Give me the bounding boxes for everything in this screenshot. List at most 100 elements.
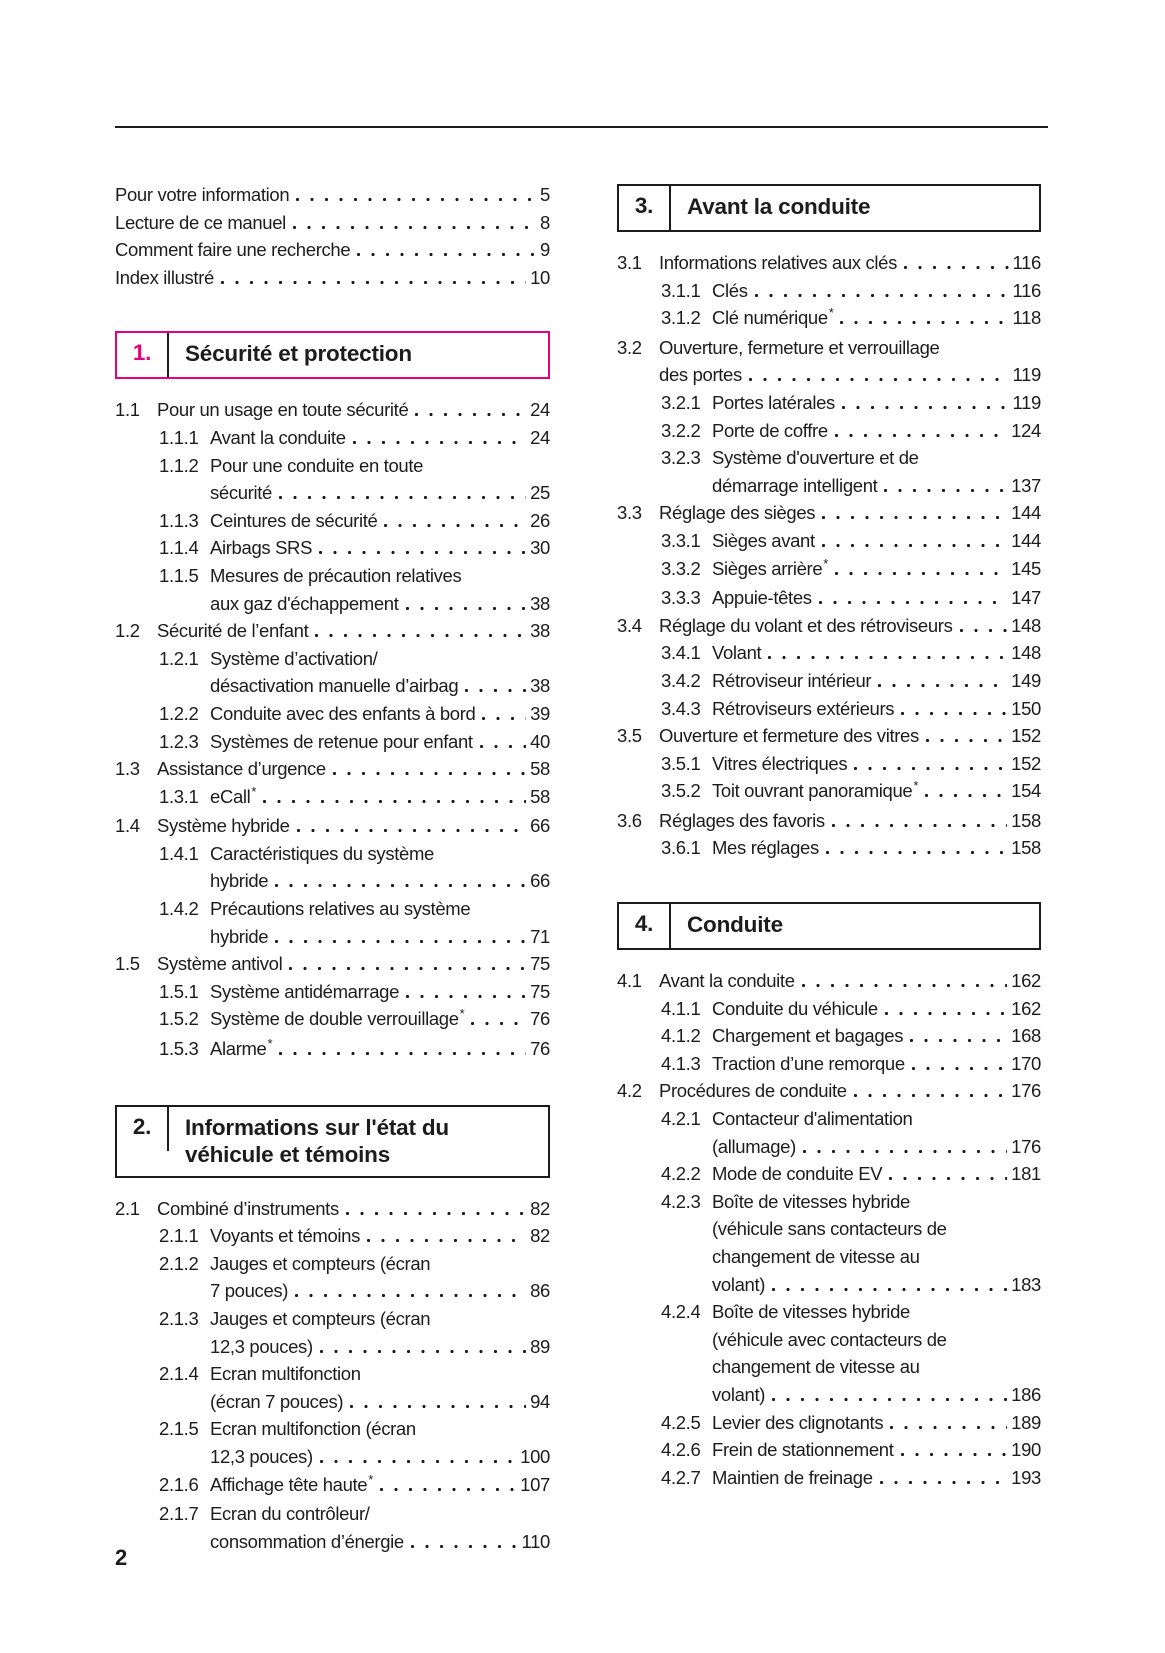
toc-entry-page-number: 144 [1011, 529, 1041, 551]
toc-entry-title: Système d’activation/ [210, 647, 378, 669]
toc-entry: 1.3.1 eCall * 58 [115, 783, 550, 813]
toc-entry-page-number: 181 [1011, 1163, 1041, 1185]
toc-entry-number: 3.6 [617, 809, 642, 831]
dot-leader [801, 984, 1008, 988]
dot-leader [822, 516, 1008, 520]
toc-entry-line: 3.2.3 Système d'ouverture et de [661, 444, 1041, 472]
toc-entry-title: Système d'ouverture et de [712, 447, 919, 469]
toc-entry-title: Pour une conduite en toute [210, 454, 424, 476]
toc-entry-page-number: 86 [530, 1280, 550, 1302]
dot-leader [482, 716, 527, 720]
toc-entry-title: Mesures de précaution relatives [210, 564, 462, 586]
toc-entry-line: 3.2.2 Porte de coffre 124 [661, 417, 1041, 445]
dot-leader [315, 634, 527, 638]
toc-entry-title: eCall [210, 785, 251, 807]
toc-entry-page-number: 110 [521, 1530, 551, 1552]
toc-entry-page-number: 168 [1011, 1025, 1041, 1047]
toc-entry-number: 1.1.5 [159, 564, 199, 586]
chapter-block: 4. Conduite 4.1 Avant la conduite 162 4.1.1 Co… [617, 902, 1041, 1491]
chapter-number: 4. [634, 911, 654, 937]
chapter-title-line: Sécurité et protection [185, 341, 412, 367]
dot-leader [289, 967, 527, 971]
chapter-header-box: 4. Conduite [617, 902, 1041, 951]
toc-entry: 4.2.7 Maintien de freinage 193 [617, 1464, 1041, 1492]
toc-entry: Lecture de ce manuel 8 [115, 209, 550, 237]
toc-entry: 1.1.4 Airbags SRS 30 [115, 534, 550, 562]
dot-leader [220, 280, 527, 284]
toc-entry-page-number: 148 [1011, 642, 1041, 664]
toc-entry-title: Système hybride [157, 815, 290, 837]
toc-entry-page-number: 189 [1011, 1411, 1041, 1433]
dot-leader [352, 440, 527, 444]
toc-entry-number: 4.2.4 [661, 1301, 701, 1323]
toc-entry: 2.1.7 Ecran du contrôleur/consommation d’… [115, 1500, 550, 1555]
dot-leader [367, 1239, 527, 1243]
toc-entry-page-number: 40 [530, 730, 550, 752]
toc-entry: 1.2.3 Systèmes de retenue pour enfant 40 [115, 728, 550, 756]
toc-entry-title: consommation d’énergie [210, 1530, 404, 1552]
dot-leader [853, 1094, 1008, 1098]
toc-entry-line: 4.2.1 Contacteur d'alimentation [661, 1105, 1041, 1133]
toc-entry-title: Procédures de conduite [659, 1080, 847, 1102]
toc-entry-line: 4.2.7 Maintien de freinage 193 [661, 1464, 1041, 1492]
dot-leader [768, 656, 1008, 660]
toc-entry-line: 1.2 Sécurité de l’enfant 38 [115, 617, 550, 645]
toc-entry-number: 4.2 [617, 1080, 642, 1102]
toc-entry-title: Ecran multifonction [210, 1363, 361, 1385]
toc-entry-title: Avant la conduite [659, 970, 795, 992]
toc-entry-page-number: 186 [1011, 1383, 1041, 1405]
toc-entry-number: 3.4 [617, 614, 642, 636]
toc-entry-number: 4.2.2 [661, 1163, 701, 1185]
toc-entry-title: (allumage) [712, 1135, 796, 1157]
toc-entry-line: 1.4.1 Caractéristiques du système [159, 840, 550, 868]
toc-entry-title: Clé numérique [712, 307, 828, 329]
toc-entry-page-number: 147 [1011, 587, 1041, 609]
toc-entry-title: Ouverture et fermeture des vitres [659, 725, 919, 747]
toc-entry-page-number: 58 [530, 785, 550, 807]
dot-leader [802, 1149, 1008, 1153]
toc-entry-number: 3.4.3 [661, 697, 701, 719]
toc-entry-title: 12,3 pouces) [210, 1335, 313, 1357]
toc-entry-page-number: 30 [530, 537, 550, 559]
toc-entry-line: 1.2.3 Systèmes de retenue pour enfant 40 [159, 728, 550, 756]
toc-entry: 1.1.5 Mesures de précaution relatives aux … [115, 562, 550, 617]
toc-entry-number: 1.1.2 [159, 454, 199, 476]
dot-leader [959, 628, 1008, 632]
toc-entry-number: 3.5.2 [661, 780, 701, 802]
toc-entry: 3.6 Réglages des favoris 158 [617, 807, 1041, 835]
toc-entry-number: 1.1.4 [159, 537, 199, 559]
toc-entry-title: Mode de conduite EV [712, 1163, 883, 1185]
dot-leader [471, 1022, 527, 1026]
toc-entry-page-number: 82 [530, 1197, 550, 1219]
toc-entry-title: Chargement et bagages [712, 1025, 904, 1047]
toc-entry-page-number: 116 [1012, 252, 1042, 273]
dot-leader [903, 266, 1009, 269]
toc-entry-number: 1.5.1 [159, 980, 199, 1002]
dot-leader [884, 488, 1008, 492]
toc-entry-title: Index illustré [115, 266, 214, 288]
toc-entry-line: 1.2.1 Système d’activation/ [159, 645, 550, 673]
dot-leader [754, 293, 1009, 297]
toc-entry: 3.4.3 Rétroviseurs extérieurs 150 [617, 695, 1041, 723]
toc-entry-number: 3.2.1 [661, 391, 701, 413]
toc-entry: 3.3.1 Sièges avant 144 [617, 527, 1041, 555]
toc-entry-line: hybride 66 [159, 867, 550, 895]
toc-entry-number: 3.1 [617, 252, 642, 273]
front-matter-list: Pour votre information 5 Lecture de ce man… [115, 181, 550, 291]
toc-entry-page-number: 193 [1011, 1466, 1041, 1488]
toc-entry-page-number: 38 [530, 592, 550, 614]
toc-entry-number: 4.1 [617, 970, 642, 992]
chapter-number: 3. [634, 193, 654, 218]
dot-leader [275, 884, 527, 888]
footnote-asterisk: * [459, 1006, 465, 1022]
toc-entry-title: Sièges avant [712, 529, 815, 551]
toc-entry-title: Pour un usage en toute sécurité [157, 399, 409, 421]
dot-leader [319, 551, 527, 555]
toc-entry: 1.2 Sécurité de l’enfant 38 [115, 617, 550, 645]
toc-entry-page-number: 5 [540, 184, 550, 205]
chapter-block: 3. Avant la conduite 3.1 Informations relat… [617, 184, 1041, 862]
toc-entry-page-number: 116 [1012, 279, 1042, 301]
dot-leader [901, 711, 1008, 715]
toc-entry: 1.1 Pour un usage en toute sécurité 24 [115, 396, 550, 424]
dot-leader [772, 1287, 1008, 1291]
